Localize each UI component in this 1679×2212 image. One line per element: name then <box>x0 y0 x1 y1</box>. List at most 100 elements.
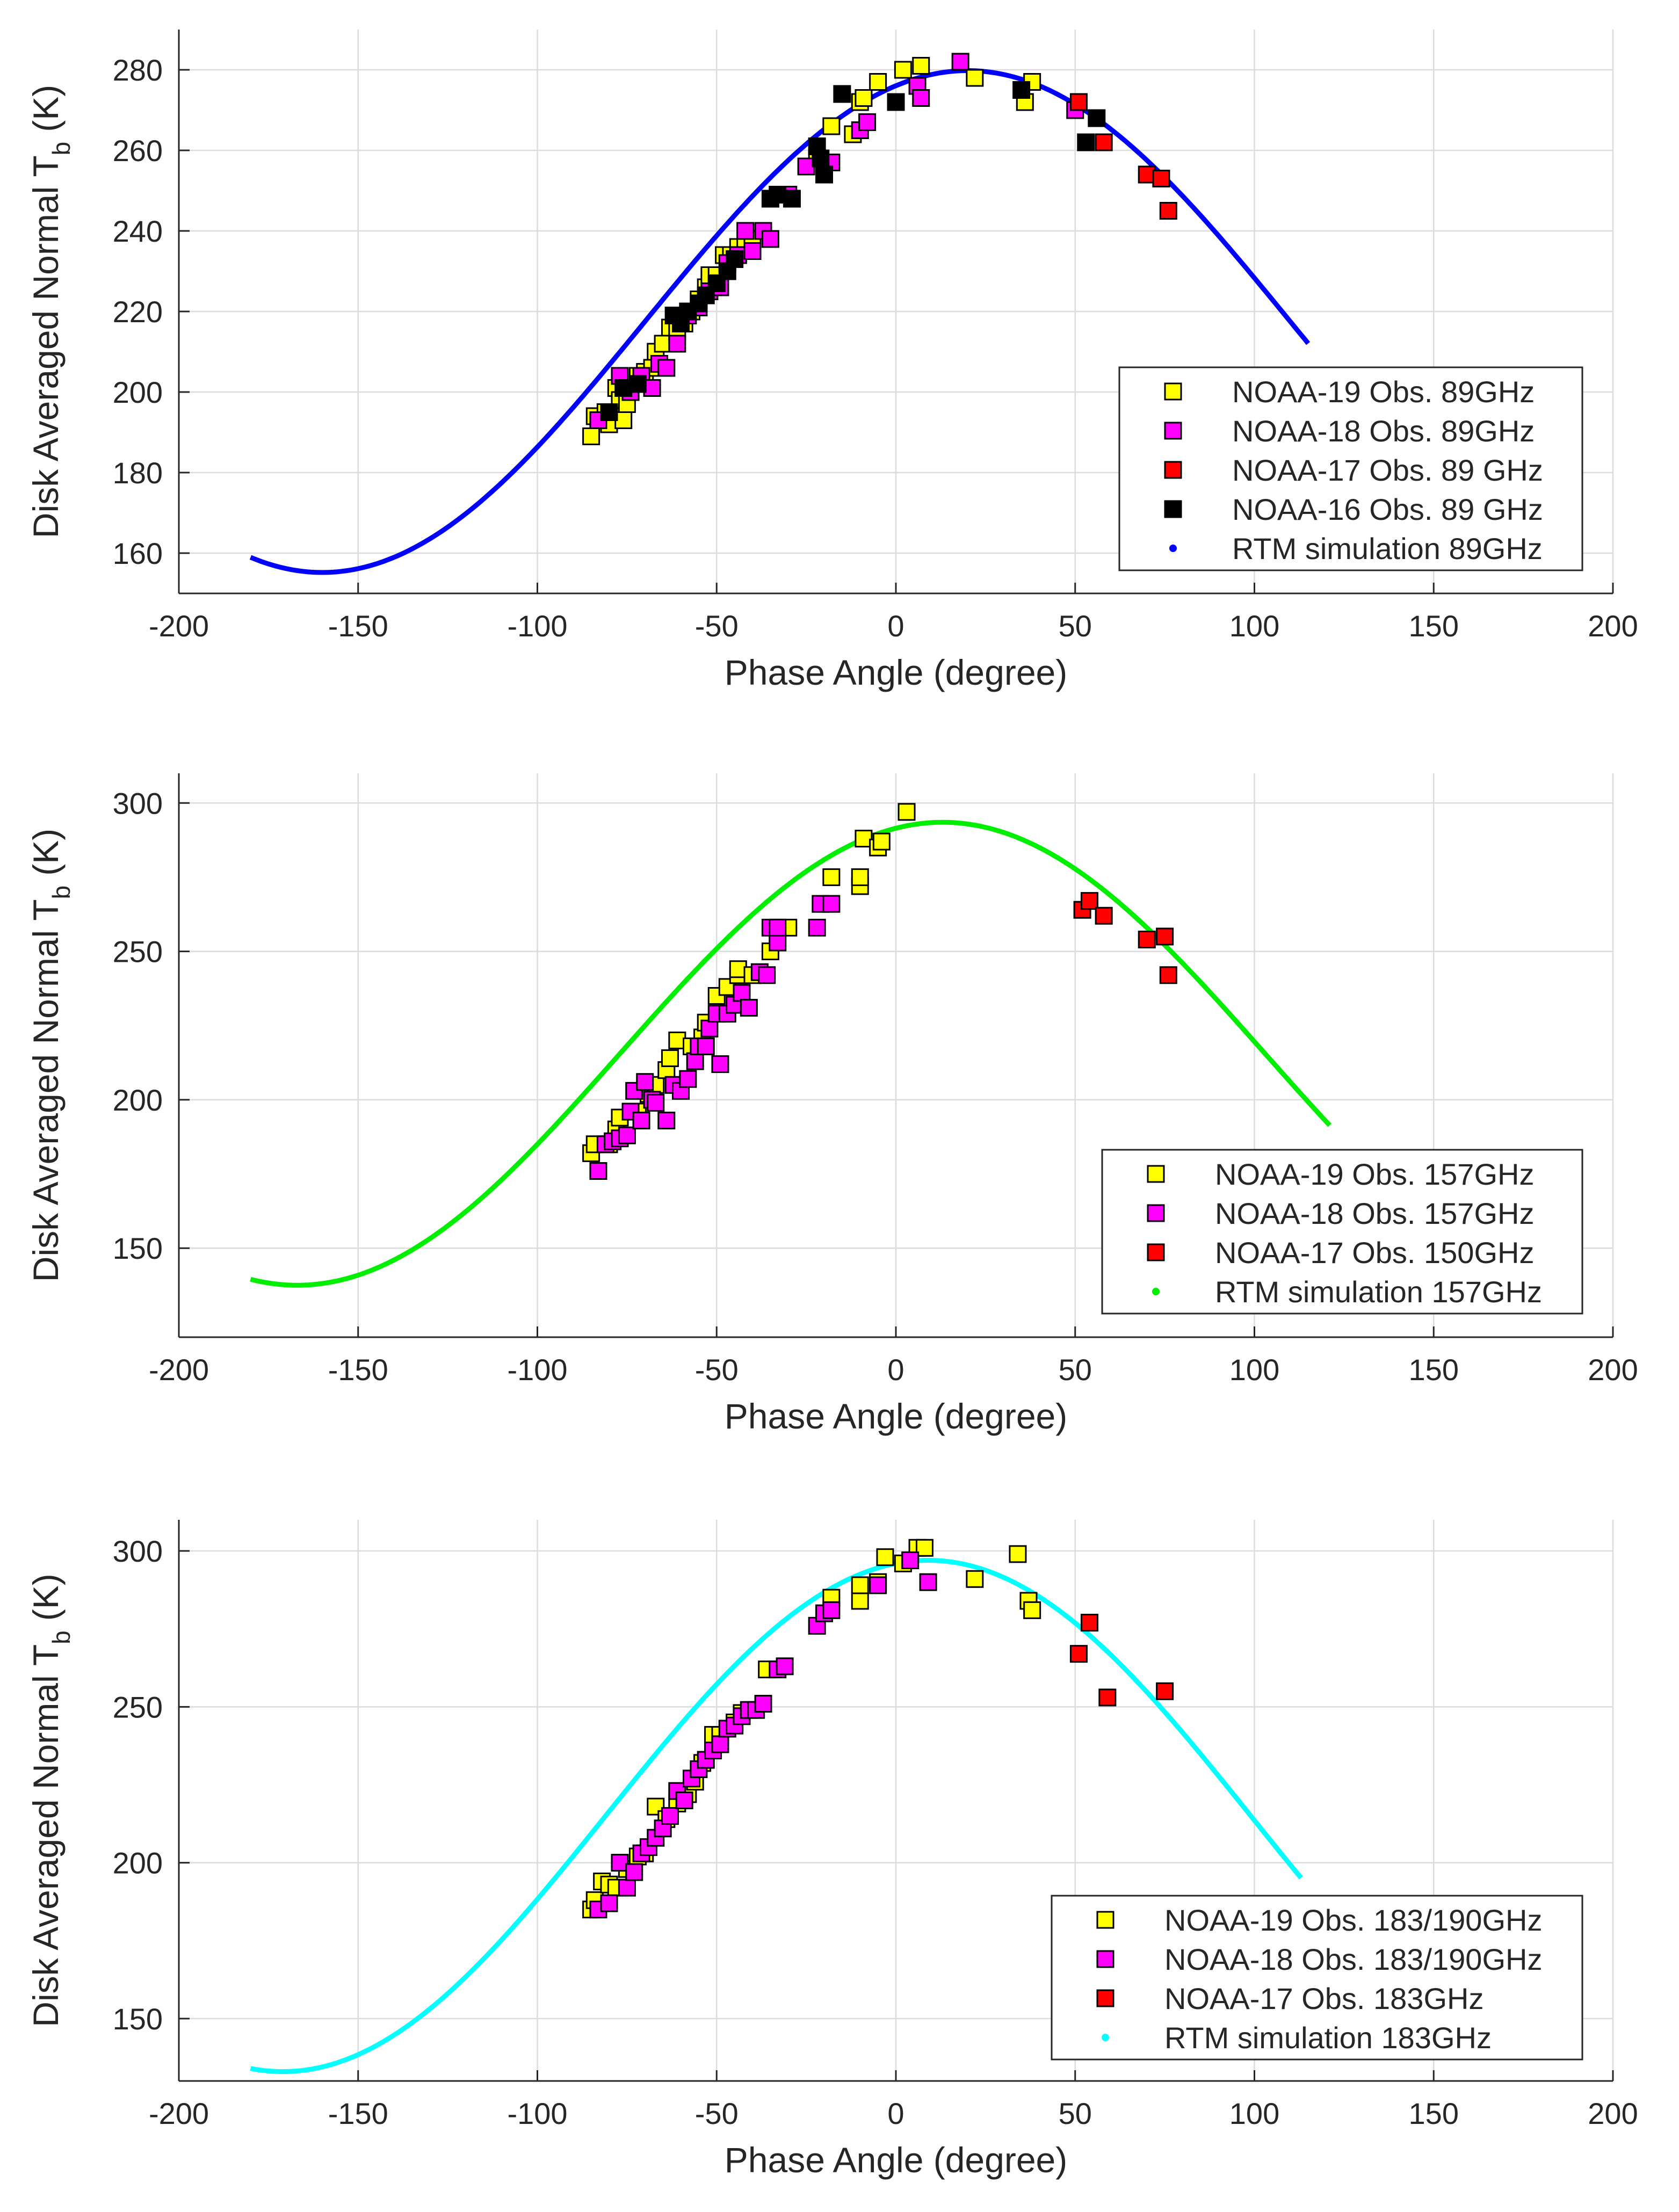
y-tick-label: 180 <box>113 456 163 490</box>
legend: NOAA-19 Obs. 157GHz NOAA-18 Obs. 157GHz NO… <box>1101 1149 1583 1315</box>
x-tick-label: -50 <box>695 609 739 643</box>
legend-label: RTM simulation 183GHz <box>1164 2021 1492 2055</box>
legend-marker-square <box>1164 382 1182 401</box>
data-point <box>733 984 751 1002</box>
data-point <box>1159 202 1177 220</box>
data-point <box>743 242 762 260</box>
legend-marker-dot <box>1169 545 1177 552</box>
data-point <box>707 987 726 1005</box>
y-tick-label: 150 <box>113 1231 163 1265</box>
x-tick-label: -150 <box>328 609 388 643</box>
y-tick-label: 200 <box>113 1083 163 1117</box>
data-point <box>761 230 779 248</box>
x-tick-label: 200 <box>1588 1353 1638 1387</box>
y-axis-label-subscript: b <box>47 1630 75 1644</box>
data-point <box>1016 93 1034 111</box>
data-point <box>822 868 841 886</box>
data-point <box>758 966 776 984</box>
data-point <box>808 918 826 937</box>
legend-label: NOAA-19 Obs. 89GHz <box>1232 375 1535 409</box>
legend-label: NOAA-18 Obs. 157GHz <box>1215 1196 1534 1230</box>
data-point <box>614 411 633 429</box>
data-point <box>797 157 815 176</box>
x-tick-label: -150 <box>328 1353 388 1387</box>
series-noaa-17-obs-150ghz <box>1073 892 1177 984</box>
chart-panel-3: -200 -150 -100 -50 0 50 100 150 200 150 200 250 300 P… <box>26 1520 1638 2180</box>
legend-label: NOAA-17 Obs. 150GHz <box>1215 1236 1534 1270</box>
legend-label: NOAA-18 Obs. 89GHz <box>1232 414 1535 448</box>
data-point <box>711 1735 729 1753</box>
data-point <box>815 165 833 184</box>
legend-label: NOAA-18 Obs. 183/190GHz <box>1164 1942 1542 1976</box>
x-tick-label: -100 <box>507 2097 567 2130</box>
data-point <box>707 274 726 292</box>
data-point <box>1012 81 1031 99</box>
data-point <box>1080 892 1098 910</box>
legend-marker-square <box>1096 1950 1114 1968</box>
data-point <box>1095 906 1113 925</box>
data-point <box>675 1792 693 1809</box>
y-axis-label: Disk Averaged Normal Tb (K) <box>26 1573 75 2027</box>
data-point <box>887 93 905 111</box>
y-axis-label-main: Disk Averaged Normal T <box>26 155 66 538</box>
data-point <box>582 427 600 445</box>
data-point <box>1098 1688 1117 1707</box>
data-point <box>966 69 984 87</box>
data-point <box>618 1126 636 1144</box>
data-point <box>643 379 661 397</box>
x-axis-label: Phase Angle (degree) <box>725 1396 1067 1436</box>
x-tick-label: -100 <box>507 609 567 643</box>
data-point <box>632 1112 650 1130</box>
x-tick-label: -100 <box>507 1353 567 1387</box>
data-point <box>711 1055 729 1074</box>
data-point <box>625 1863 643 1881</box>
rtm-simulation-curve <box>249 68 1311 575</box>
data-point <box>855 89 873 107</box>
x-tick-label: 100 <box>1229 609 1279 643</box>
data-point <box>668 335 686 353</box>
legend-marker-dot <box>1102 2034 1109 2041</box>
x-tick-label: -150 <box>328 2097 388 2130</box>
x-tick-label: -200 <box>149 1353 209 1387</box>
legend-marker-square <box>1147 1243 1165 1261</box>
y-axis-label-unit: (K) <box>26 1573 66 1621</box>
x-tick-label: -50 <box>695 1353 739 1387</box>
chart-panel-1: -200 -150 -100 -50 0 50 100 150 200 160 180 200 220 2… <box>26 30 1638 692</box>
x-tick-label: 50 <box>1059 609 1092 643</box>
y-tick-label: 300 <box>113 1534 163 1568</box>
data-point <box>1138 930 1156 948</box>
legend-box <box>1118 366 1583 571</box>
y-tick-label: 240 <box>113 214 163 248</box>
data-point <box>872 832 891 851</box>
y-tick-label: 200 <box>113 1846 163 1880</box>
data-point <box>661 1049 679 1068</box>
legend-marker-square <box>1164 461 1182 479</box>
data-point <box>1023 1601 1041 1619</box>
y-axis-label: Disk Averaged Normal Tb (K) <box>26 829 75 1282</box>
legend-box <box>1101 1149 1583 1315</box>
y-tick-label: 160 <box>113 536 163 570</box>
data-point <box>1159 966 1177 984</box>
x-axis-label: Phase Angle (degree) <box>725 2140 1067 2180</box>
y-tick-label: 280 <box>113 53 163 87</box>
legend-marker-dot <box>1152 1288 1160 1295</box>
x-tick-label: 200 <box>1588 609 1638 643</box>
legend-box <box>1051 1895 1583 2061</box>
data-point <box>1152 170 1170 187</box>
data-point <box>1080 1614 1098 1632</box>
data-point <box>740 999 758 1017</box>
legend-marker-square <box>1096 1911 1114 1929</box>
x-tick-label: -200 <box>149 2097 209 2130</box>
y-tick-label: 250 <box>113 935 163 969</box>
legend-marker-square <box>1164 422 1182 440</box>
legend-label: NOAA-17 Obs. 89 GHz <box>1232 453 1543 487</box>
y-axis-label-unit: (K) <box>26 829 66 876</box>
legend-marker-square <box>1147 1204 1165 1222</box>
data-point <box>912 89 930 107</box>
y-axis-label-main: Disk Averaged Normal T <box>26 1644 66 2027</box>
data-point <box>833 85 851 103</box>
data-point <box>647 1093 665 1112</box>
data-point <box>822 895 841 913</box>
series-noaa-18-obs-183-190ghz <box>589 1551 937 1919</box>
